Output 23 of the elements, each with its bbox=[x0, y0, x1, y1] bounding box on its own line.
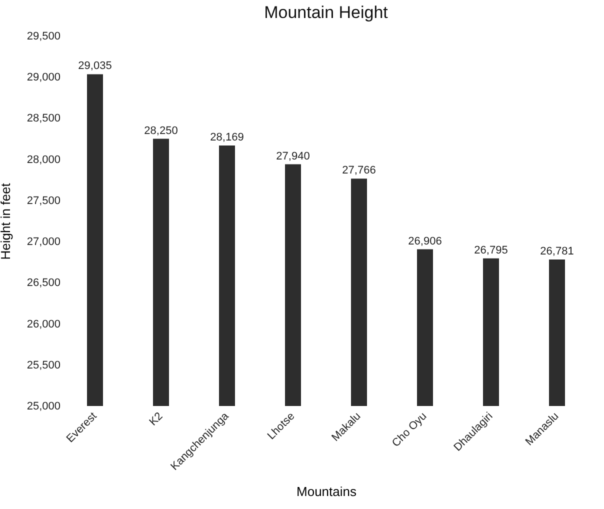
data-label: 29,035 bbox=[78, 60, 112, 72]
x-axis-title: Mountains bbox=[296, 484, 357, 500]
y-tick-label: 27,000 bbox=[26, 236, 60, 248]
y-tick-label: 29,500 bbox=[26, 30, 60, 42]
y-tick-label: 27,500 bbox=[26, 194, 60, 207]
y-tick-label: 29,000 bbox=[26, 72, 60, 84]
y-tick-label: 26,000 bbox=[26, 318, 60, 330]
data-label: 28,250 bbox=[144, 124, 178, 137]
x-tick-label: Cho Oyu bbox=[390, 410, 430, 450]
data-label: 27,940 bbox=[276, 150, 310, 162]
y-axis-title: Height in feet bbox=[0, 182, 13, 260]
y-tick-label: 25,500 bbox=[26, 359, 60, 372]
data-label: 26,906 bbox=[408, 235, 442, 248]
data-label: 27,766 bbox=[342, 164, 376, 177]
y-tick-label: 28,000 bbox=[26, 154, 60, 166]
data-label: 26,781 bbox=[540, 246, 574, 258]
data-label: 28,169 bbox=[210, 131, 244, 144]
y-tick-label: 25,000 bbox=[26, 400, 60, 412]
y-tick-label: 26,500 bbox=[26, 277, 60, 290]
y-tick-label: 28,500 bbox=[26, 112, 60, 125]
chart-title: Mountain Height bbox=[264, 3, 388, 22]
data-label: 26,795 bbox=[474, 244, 508, 256]
x-tick-label: K2 bbox=[147, 410, 166, 428]
